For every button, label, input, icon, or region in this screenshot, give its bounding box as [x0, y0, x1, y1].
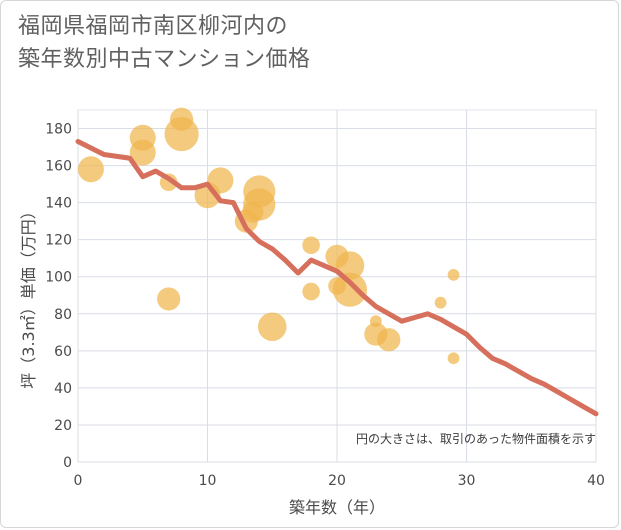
chart-title-line-2: 築年数別中古マンション価格 — [18, 47, 311, 72]
data-bubble — [257, 312, 287, 342]
y-tick-label: 40 — [54, 381, 72, 397]
y-tick-label: 160 — [45, 159, 72, 175]
y-tick-label: 120 — [45, 233, 72, 249]
data-bubble — [332, 272, 368, 307]
x-axis-label: 築年数（年） — [289, 498, 385, 517]
data-bubble — [243, 175, 276, 208]
data-bubble — [164, 116, 199, 152]
data-bubble — [77, 156, 104, 183]
chart-title: 福岡県福岡市南区柳河内の 築年数別中古マンション価格 — [18, 10, 578, 76]
tick-layer: 0 20 40 60 80 100 120 140 160 180 0 10 20 30 40 — [45, 122, 605, 489]
x-tick-label: 30 — [458, 473, 476, 489]
line-layer — [75, 139, 599, 417]
average-price-line — [75, 139, 599, 417]
data-bubble — [447, 268, 460, 281]
x-tick-label: 20 — [328, 473, 346, 489]
data-bubble — [335, 251, 365, 280]
y-tick-label: 180 — [45, 122, 72, 138]
chart-title-line-1: 福岡県福岡市南区柳河内の — [18, 14, 289, 39]
bubble-size-note: 円の大きさは、取引のあった物件面積を示す — [356, 431, 596, 446]
y-tick-label: 0 — [63, 455, 72, 471]
bubble-layer — [77, 107, 460, 365]
x-tick-label: 10 — [199, 473, 217, 489]
data-bubble — [447, 352, 460, 365]
y-tick-label: 100 — [45, 270, 72, 286]
data-bubble — [207, 167, 234, 194]
y-tick-label: 60 — [54, 344, 72, 360]
x-tick-label: 0 — [74, 473, 83, 489]
data-bubble — [434, 296, 447, 309]
y-tick-label: 140 — [45, 196, 72, 212]
data-bubble — [302, 282, 320, 301]
x-tick-label: 40 — [587, 473, 605, 489]
data-bubble — [129, 139, 156, 166]
y-tick-label: 20 — [54, 418, 72, 434]
data-bubble — [377, 328, 401, 352]
y-tick-label: 80 — [54, 307, 72, 323]
y-axis-label: 坪（3.3㎡）単価（万円） — [19, 203, 38, 388]
data-bubble — [302, 236, 320, 255]
data-bubble — [157, 287, 181, 311]
